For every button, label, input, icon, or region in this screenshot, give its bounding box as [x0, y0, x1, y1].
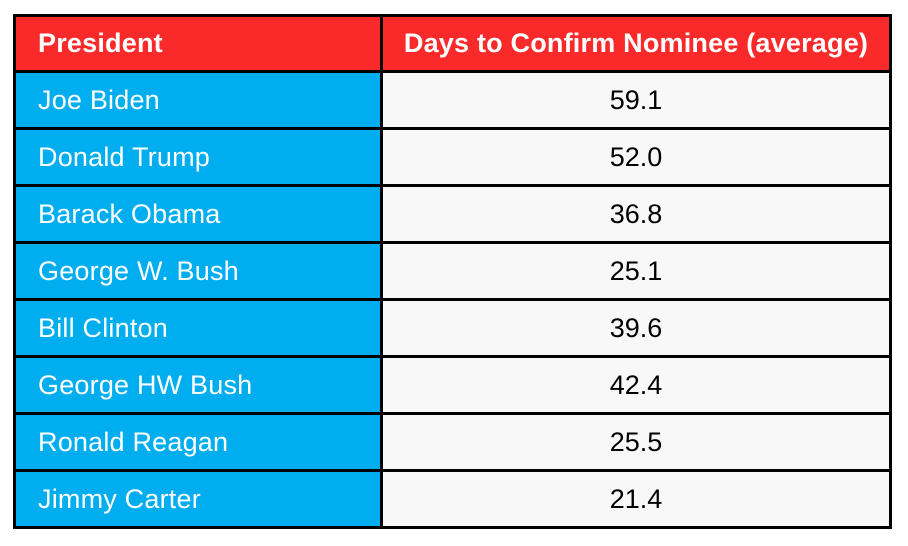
header-cell-days: Days to Confirm Nominee (average) [383, 17, 889, 70]
days-cell: 25.5 [383, 415, 889, 469]
days-cell: 59.1 [383, 73, 889, 127]
president-cell: Bill Clinton [16, 301, 380, 355]
header-cell-president: President [16, 17, 380, 70]
days-cell: 39.6 [383, 301, 889, 355]
president-cell: George W. Bush [16, 244, 380, 298]
president-cell: Ronald Reagan [16, 415, 380, 469]
president-cell: Jimmy Carter [16, 472, 380, 526]
days-cell: 52.0 [383, 130, 889, 184]
days-cell: 36.8 [383, 187, 889, 241]
confirmation-days-table: President Days to Confirm Nominee (avera… [13, 14, 892, 529]
days-cell: 21.4 [383, 472, 889, 526]
president-cell: Barack Obama [16, 187, 380, 241]
president-cell: George HW Bush [16, 358, 380, 412]
president-cell: Donald Trump [16, 130, 380, 184]
days-cell: 42.4 [383, 358, 889, 412]
president-cell: Joe Biden [16, 73, 380, 127]
days-cell: 25.1 [383, 244, 889, 298]
